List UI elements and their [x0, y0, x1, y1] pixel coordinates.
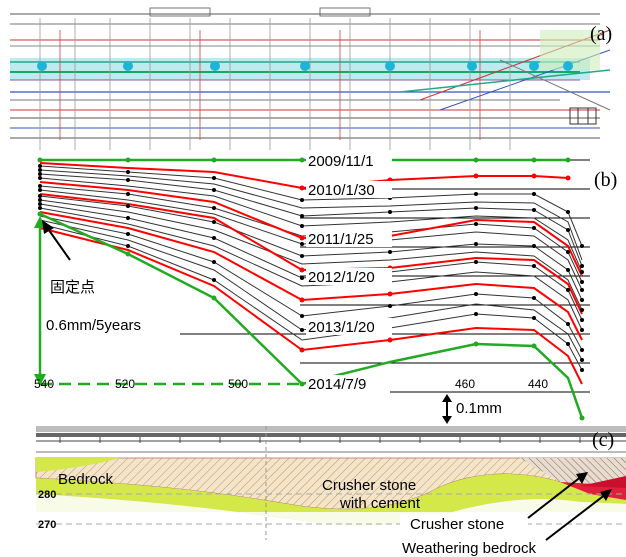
- label-weathering-bedrock: Weathering bedrock: [402, 540, 536, 557]
- label-crusher-cement-2: with cement: [339, 495, 421, 512]
- date-label-2013: 2013/1/20: [308, 319, 375, 336]
- x-tick-500: 500: [228, 377, 248, 391]
- panel-label-b: (b): [594, 169, 617, 191]
- panel-label-a: (a): [590, 23, 612, 45]
- panel-label-c: (c): [592, 429, 614, 451]
- label-crusher-stone: Crusher stone: [410, 516, 504, 533]
- final-series-line: [39, 212, 584, 419]
- date-label-2009: 2009/11/1: [308, 153, 374, 170]
- total-settlement-label: 0.6mm/5years: [46, 317, 141, 334]
- geological-cross-section: 280 270 Bedrock Crusher stone with cemen…: [35, 426, 626, 557]
- fixed-point-label: 固定点: [50, 279, 95, 296]
- date-label-2010: 2010/1/30: [308, 182, 375, 199]
- settlement-plot: 540 520 500 460 440 2009/11/1 2010/1/30 …: [34, 152, 590, 424]
- label-crusher-cement-1: Crusher stone: [322, 477, 416, 494]
- date-label-2011: 2011/1/25: [308, 231, 374, 248]
- x-tick-540: 540: [34, 377, 54, 391]
- x-tick-520: 520: [115, 377, 135, 391]
- depth-tick-270: 270: [38, 519, 56, 531]
- scale-bar-label: 0.1mm: [456, 400, 502, 417]
- fixed-point-arrow: [42, 220, 71, 261]
- track-plan-drawing: [8, 4, 620, 152]
- scale-bar-arrow: [442, 394, 452, 424]
- label-bedrock: Bedrock: [58, 471, 114, 488]
- x-tick-460: 460: [455, 377, 475, 391]
- date-label-2012: 2012/1/20: [308, 269, 375, 286]
- x-tick-440: 440: [528, 377, 548, 391]
- date-label-2014: 2014/7/9: [308, 376, 366, 393]
- depth-tick-280: 280: [38, 489, 56, 501]
